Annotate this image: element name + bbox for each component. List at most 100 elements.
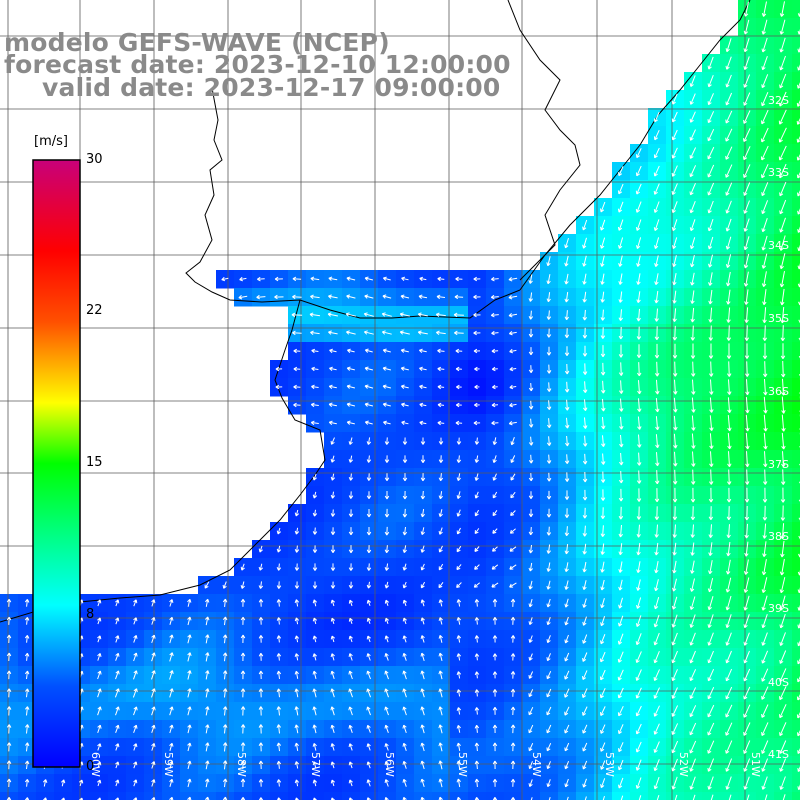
wind-speed-cell bbox=[792, 198, 800, 217]
wind-arrow bbox=[635, 705, 642, 717]
wind-arrow bbox=[564, 399, 570, 411]
wind-arrow bbox=[292, 330, 302, 336]
wind-speed-cell bbox=[792, 378, 800, 397]
wind-arrow bbox=[205, 760, 210, 770]
wind-arrow bbox=[582, 742, 588, 752]
wind-arrow bbox=[655, 379, 660, 395]
wind-arrow bbox=[222, 634, 228, 644]
wind-arrow bbox=[312, 545, 318, 553]
wind-speed-cell bbox=[522, 792, 541, 800]
wind-arrow bbox=[258, 599, 264, 607]
wind-arrow bbox=[707, 632, 714, 646]
wind-arrow bbox=[618, 579, 623, 591]
wind-arrow bbox=[151, 599, 156, 607]
wind-arrow bbox=[276, 599, 282, 607]
wind-speed-cell bbox=[396, 792, 415, 800]
wind-arrow bbox=[744, 469, 750, 485]
wind-arrow bbox=[725, 632, 732, 646]
wind-arrow bbox=[655, 434, 660, 449]
wind-arrow bbox=[617, 201, 624, 213]
wind-arrow bbox=[402, 742, 407, 751]
wind-arrow bbox=[707, 75, 714, 88]
wind-arrow bbox=[546, 418, 552, 429]
wind-arrow bbox=[672, 560, 677, 574]
wind-arrow bbox=[455, 366, 462, 372]
wind-arrow bbox=[492, 617, 498, 625]
wind-arrow bbox=[294, 635, 300, 643]
wind-arrow bbox=[671, 111, 678, 123]
wind-arrow bbox=[510, 742, 516, 752]
wind-arrow bbox=[528, 274, 533, 284]
wind-arrow bbox=[582, 760, 588, 770]
wind-arrow bbox=[727, 415, 732, 432]
wind-arrow bbox=[672, 506, 678, 521]
wind-speed-cell bbox=[792, 288, 800, 307]
lon-label: 52W bbox=[677, 752, 690, 777]
wind-arrow bbox=[654, 470, 660, 485]
wind-arrow bbox=[238, 295, 248, 300]
wind-arrow bbox=[474, 671, 480, 679]
wind-arrow bbox=[456, 545, 462, 553]
wind-arrow bbox=[636, 597, 642, 609]
wind-speed-cell bbox=[792, 360, 800, 379]
wind-arrow bbox=[402, 778, 407, 787]
wind-arrow bbox=[796, 100, 800, 107]
wind-arrow bbox=[25, 742, 30, 752]
lat-label: 34S bbox=[768, 239, 789, 252]
wind-arrow bbox=[399, 330, 410, 335]
wind-arrow bbox=[330, 473, 336, 481]
wind-speed-cell bbox=[792, 216, 800, 235]
wind-arrow bbox=[725, 577, 732, 593]
wind-arrow bbox=[600, 489, 606, 501]
wind-arrow bbox=[384, 491, 390, 500]
wind-arrow bbox=[419, 402, 427, 408]
wind-arrow bbox=[453, 312, 464, 318]
wind-arrow bbox=[24, 652, 30, 661]
colorbar-tick-15: 15 bbox=[86, 455, 103, 470]
wind-arrow bbox=[781, 378, 786, 396]
wind-arrow bbox=[492, 653, 498, 661]
wind-arrow bbox=[509, 582, 517, 588]
wind-arrow bbox=[420, 599, 425, 607]
wind-arrow bbox=[456, 455, 462, 463]
wind-speed-cell bbox=[270, 792, 289, 800]
wind-arrow bbox=[420, 652, 425, 662]
wind-arrow bbox=[725, 38, 732, 53]
wind-arrow bbox=[779, 271, 785, 288]
wind-arrow bbox=[294, 653, 300, 661]
wind-arrow bbox=[761, 686, 769, 700]
wind-arrow bbox=[618, 759, 624, 771]
wind-arrow bbox=[115, 706, 120, 716]
wind-arrow bbox=[564, 580, 569, 590]
wind-speed-cell bbox=[792, 0, 800, 19]
wind-arrow bbox=[564, 778, 569, 788]
wind-arrow bbox=[564, 688, 570, 698]
wind-arrow bbox=[797, 676, 800, 683]
wind-arrow bbox=[761, 1, 767, 17]
wind-arrow bbox=[564, 237, 569, 249]
wind-arrow bbox=[530, 797, 533, 800]
wind-arrow bbox=[528, 617, 533, 625]
wind-arrow bbox=[258, 779, 264, 787]
wind-arrow bbox=[654, 579, 659, 592]
wind-arrow bbox=[419, 276, 427, 282]
wind-arrow bbox=[564, 490, 570, 500]
wind-speed-cell bbox=[126, 792, 145, 800]
wind-arrow bbox=[205, 688, 210, 698]
wind-arrow bbox=[169, 616, 174, 625]
wind-arrow bbox=[564, 346, 570, 357]
wind-arrow bbox=[709, 451, 714, 467]
wind-arrow bbox=[348, 473, 354, 481]
wind-arrow bbox=[115, 617, 120, 625]
wind-arrow bbox=[707, 758, 715, 772]
wind-arrow bbox=[779, 758, 787, 772]
wind-arrow bbox=[546, 779, 551, 788]
wind-arrow bbox=[97, 670, 102, 680]
wind-arrow bbox=[348, 635, 353, 643]
wind-arrow bbox=[366, 797, 371, 800]
wind-arrow bbox=[743, 595, 750, 611]
lat-label: 40S bbox=[768, 676, 789, 689]
wind-speed-cell bbox=[792, 450, 800, 469]
wind-arrow bbox=[382, 366, 392, 371]
